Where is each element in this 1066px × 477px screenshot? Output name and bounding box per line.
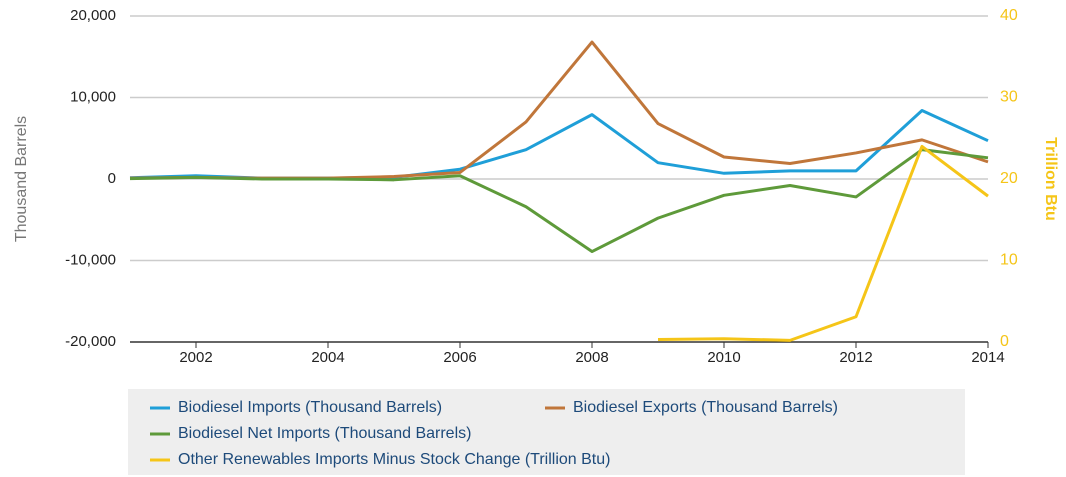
- x-tick-label: 2002: [179, 349, 212, 366]
- x-tick-label: 2004: [311, 349, 344, 366]
- series-line: [657, 144, 989, 342]
- y-tick-label: -20,000: [65, 333, 116, 350]
- x-tick-label: 2012: [839, 349, 872, 366]
- y2-tick-label: 40: [1000, 7, 1018, 24]
- x-tick-label: 2010: [707, 349, 740, 366]
- y2-axis-label: Trillion Btu: [1042, 137, 1059, 221]
- series-line: [129, 109, 989, 180]
- legend-box: [128, 389, 965, 475]
- series-line: [129, 148, 989, 254]
- legend-label: Biodiesel Exports (Thousand Barrels): [573, 399, 838, 416]
- y2-tick-label: 20: [1000, 170, 1018, 187]
- y2-tick-label: 0: [1000, 333, 1009, 350]
- legend-label: Biodiesel Net Imports (Thousand Barrels): [178, 425, 471, 442]
- x-tick-label: 2008: [575, 349, 608, 366]
- y-tick-label: 10,000: [70, 88, 116, 105]
- y-tick-label: -10,000: [65, 251, 116, 268]
- legend-label: Biodiesel Imports (Thousand Barrels): [178, 399, 442, 416]
- legend-label: Other Renewables Imports Minus Stock Cha…: [178, 451, 610, 468]
- series-line: [129, 40, 989, 180]
- y-tick-label: 0: [108, 170, 116, 187]
- y2-tick-label: 10: [1000, 252, 1018, 269]
- x-tick-label: 2014: [971, 349, 1004, 366]
- y-tick-label: 20,000: [70, 7, 116, 24]
- x-tick-label: 2006: [443, 349, 476, 366]
- y-axis-label: Thousand Barrels: [13, 116, 30, 242]
- y2-tick-label: 30: [1000, 89, 1018, 106]
